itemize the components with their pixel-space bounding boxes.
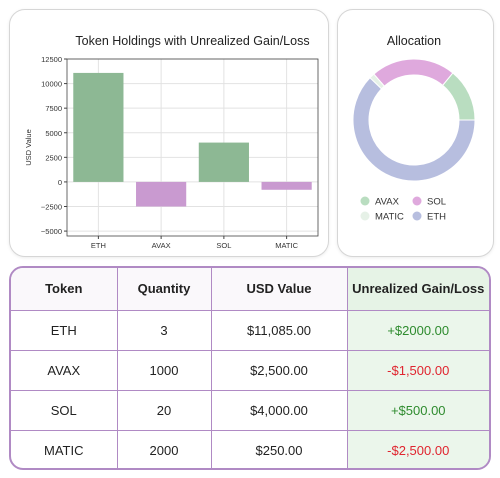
allocation-chart-card: Allocation AVAX SOL MATIC ETH [337,9,494,257]
holdings-table-card: Token Quantity USD Value Unrealized Gain… [9,266,491,470]
y-tick-label: −5000 [41,227,62,236]
y-tick-label: 2500 [45,153,62,162]
cell-usd-value: $2,500.00 [210,349,348,391]
y-tick-label: 7500 [45,104,62,113]
cell-gain: -$1,500.00 [346,349,489,391]
x-tick-label: ETH [91,241,106,250]
bar-chart: Token Holdings with Unrealized Gain/Loss… [24,34,319,250]
cell-quantity: 2000 [116,429,212,468]
cell-usd-value: $11,085.00 [210,309,348,351]
legend-marker-sol [412,196,422,206]
y-tick-label: 5000 [45,129,62,138]
y-tick-label: −2500 [41,203,62,212]
cell-gain: +$500.00 [346,389,489,431]
bar-avax [136,181,187,207]
chart-title: Token Holdings with Unrealized Gain/Loss [75,34,309,48]
bar-matic [261,181,312,190]
table-row: MATIC 2000 $250.00 -$2,500.00 [11,429,489,468]
cell-usd-value: $4,000.00 [210,389,348,431]
plot-frame [66,58,319,237]
header-token: Token [11,268,118,311]
cell-usd-value: $250.00 [210,429,348,468]
cell-gain: +$2000.00 [346,309,489,351]
allocation-donut-chart: Allocation AVAX SOL MATIC ETH [352,34,476,223]
cell-token: SOL [11,389,118,431]
donut-slice-sol [373,58,454,87]
header-unrealized-gain-loss: Unrealized Gain/Loss [346,268,489,311]
legend-label-sol: SOL [427,197,446,208]
cell-token: ETH [11,309,118,351]
cell-quantity: 1000 [116,349,212,391]
y-axis-label: USD Value [24,129,33,166]
legend-marker-eth [412,211,422,221]
table-row: ETH 3 $11,085.00 +$2000.00 [11,309,489,351]
bar-sol [198,142,249,182]
donut-slice-eth [352,77,476,182]
x-tick-label: AVAX [152,241,171,250]
header-usd-value: USD Value [210,268,348,311]
table-row: SOL 20 $4,000.00 +$500.00 [11,389,489,431]
cell-token: AVAX [11,349,118,391]
y-tick-label: 12500 [41,55,62,64]
cell-quantity: 3 [116,309,212,351]
legend-label-matic: MATIC [375,212,404,223]
cell-token: MATIC [11,429,118,468]
table-header-row: Token Quantity USD Value Unrealized Gain… [11,268,489,311]
bar-eth [73,72,124,182]
legend-marker-avax [360,196,370,206]
header-quantity: Quantity [116,268,212,311]
y-tick-label: 10000 [41,80,62,89]
table-row: AVAX 1000 $2,500.00 -$1,500.00 [11,349,489,391]
legend-marker-matic [360,211,370,221]
y-tick-label: 0 [58,178,62,187]
holdings-table: Token Quantity USD Value Unrealized Gain… [11,268,489,468]
cell-gain: -$2,500.00 [346,429,489,468]
x-tick-label: MATIC [275,241,298,250]
legend-label-avax: AVAX [375,197,400,208]
allocation-title: Allocation [387,34,441,48]
x-tick-label: SOL [216,241,231,250]
legend-label-eth: ETH [427,212,446,223]
bar-chart-card: Token Holdings with Unrealized Gain/Loss… [9,9,329,257]
cell-quantity: 20 [116,389,212,431]
